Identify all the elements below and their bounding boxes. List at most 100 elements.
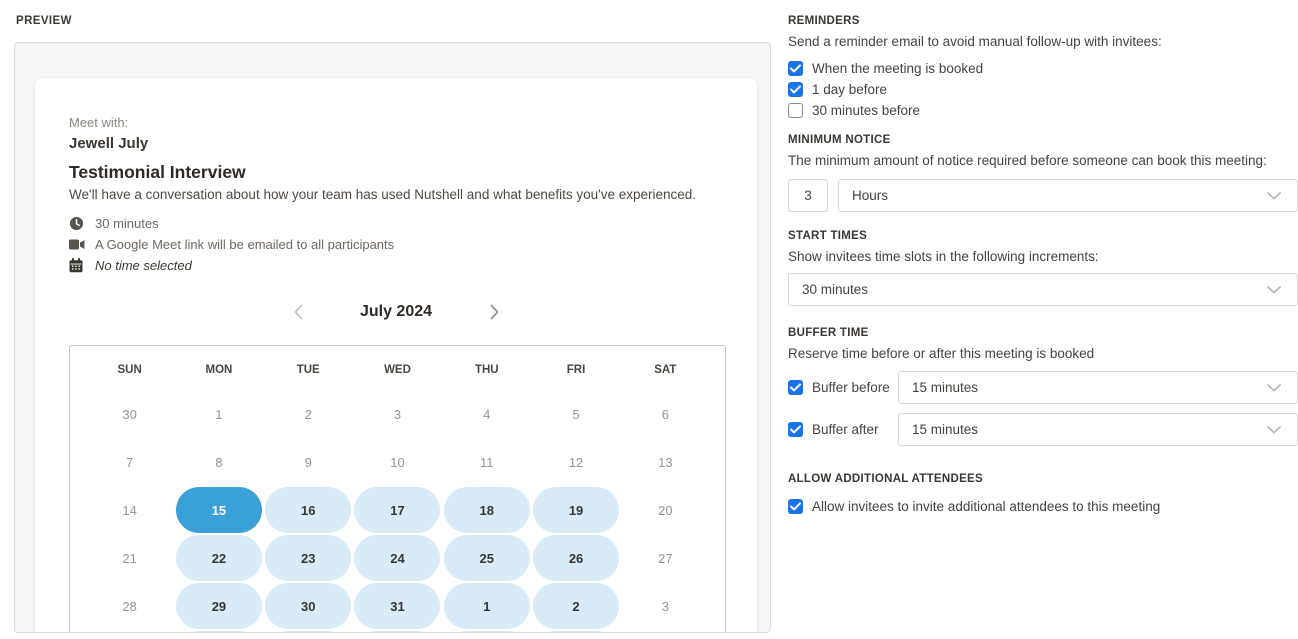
calendar-day: 20 — [658, 502, 673, 518]
reminder-option: 30 minutes before — [788, 102, 1298, 118]
calendar-day[interactable]: 26 — [533, 535, 620, 581]
meeting-meta-list: 30 minutes A Google Meet link will be em… — [69, 213, 723, 276]
calendar-day-cell: 10 — [353, 438, 442, 486]
calendar-day-cell: 12 — [531, 438, 620, 486]
time-selected-text: No time selected — [95, 258, 192, 273]
buffer-checkbox[interactable] — [788, 422, 803, 437]
calendar-day-cell: 6 — [621, 390, 710, 438]
chevron-down-icon — [1267, 422, 1281, 437]
calendar-day-cell: 17 — [353, 486, 442, 534]
start-times-title: START TIMES — [788, 230, 868, 242]
reminder-checkbox[interactable] — [788, 60, 803, 76]
prev-month-button[interactable] — [290, 302, 306, 322]
calendar-day[interactable]: 2 — [533, 583, 620, 629]
calendar-day[interactable]: 18 — [443, 487, 530, 533]
calendar-day-cell: 8 — [442, 630, 531, 632]
calendar-day[interactable]: 25 — [443, 535, 530, 581]
calendar-day-cell: 14 — [85, 486, 174, 534]
calendar-day-cell: 3 — [353, 390, 442, 438]
calendar-day-cell: 4 — [85, 630, 174, 632]
calendar-day-header: FRI — [566, 364, 586, 376]
meeting-location-row: A Google Meet link will be emailed to al… — [69, 234, 723, 255]
calendar-day: 21 — [122, 550, 137, 566]
calendar-day-cell: 5 — [174, 630, 263, 632]
calendar-day-header: THU — [474, 364, 499, 376]
next-month-button[interactable] — [486, 302, 502, 322]
calendar-day[interactable]: 17 — [354, 487, 441, 533]
minimum-notice-value-input[interactable]: 3 — [788, 179, 828, 212]
calendar-day-cell: 9 — [264, 438, 353, 486]
calendar-day: 13 — [658, 454, 673, 470]
additional-attendees-label: Allow invitees to invite additional atte… — [812, 498, 1161, 514]
check-icon — [790, 383, 801, 392]
calendar-day: 1 — [215, 406, 223, 422]
calendar-day-cell: 2 — [531, 582, 620, 630]
calendar-day-cell: 18 — [442, 486, 531, 534]
start-times-select[interactable]: 30 minutes — [788, 273, 1298, 306]
video-camera-icon — [69, 239, 86, 250]
calendar-day[interactable]: 30 — [265, 583, 352, 629]
calendar-day: 11 — [480, 454, 494, 470]
reminder-option-label: 30 minutes before — [812, 102, 921, 118]
calendar-day-cell: 20 — [621, 486, 710, 534]
calendar-day[interactable]: 24 — [354, 535, 441, 581]
calendar-day-cell: 30 — [264, 582, 353, 630]
calendar-day-cell: 19 — [531, 486, 620, 534]
calendar-day: 28 — [122, 598, 137, 614]
additional-attendees-checkbox[interactable] — [788, 498, 803, 514]
calendar-grid: SUN MON TUE WED THU FRI SAT 30 1 2 3 4 5 6 7 8 9 10 11 12 1… — [69, 345, 726, 632]
buffer-label: Buffer before — [812, 380, 890, 395]
calendar-day[interactable]: 16 — [265, 487, 352, 533]
calendar-day-cell: 29 — [174, 582, 263, 630]
minimum-notice-unit-select[interactable]: Hours — [838, 179, 1298, 212]
reminder-checkbox[interactable] — [788, 102, 803, 118]
calendar-day: 2 — [304, 406, 312, 422]
calendar-week-row: 14 15 16 17 18 19 20 — [85, 486, 710, 534]
calendar-day[interactable]: 5 — [175, 631, 262, 632]
minimum-notice-description: The minimum amount of notice required be… — [788, 153, 1267, 168]
calendar-day-cell: 5 — [531, 390, 620, 438]
calendar-week-row: 21 22 23 24 25 26 27 — [85, 534, 710, 582]
calendar-week-row: 30 1 2 3 4 5 6 — [85, 390, 710, 438]
buffer-time-title: BUFFER TIME — [788, 327, 869, 339]
minimum-notice-title: MINIMUM NOTICE — [788, 134, 891, 146]
clock-icon — [69, 216, 86, 231]
calendar-day-selected[interactable]: 15 — [175, 487, 262, 533]
reminders-title: REMINDERS — [788, 15, 860, 27]
calendar-day: 4 — [87, 631, 173, 632]
minimum-notice-controls: 3 Hours — [788, 179, 1298, 212]
buffer-duration-select[interactable]: 15 minutes — [898, 413, 1298, 446]
calendar-day[interactable]: 1 — [443, 583, 530, 629]
preview-label: PREVIEW — [16, 15, 72, 27]
calendar-day[interactable]: 31 — [354, 583, 441, 629]
calendar-day[interactable]: 8 — [443, 631, 530, 632]
start-times-description: Show invitees time slots in the followin… — [788, 249, 1099, 264]
calendar-day[interactable]: 29 — [175, 583, 262, 629]
calendar-day[interactable]: 7 — [354, 631, 441, 632]
calendar-day[interactable]: 9 — [533, 631, 620, 632]
start-times-value: 30 minutes — [802, 282, 869, 297]
buffer-checkbox[interactable] — [788, 380, 803, 395]
minimum-notice-unit-value: Hours — [852, 188, 889, 203]
calendar-day-cell: 4 — [442, 390, 531, 438]
calendar-day: 3 — [393, 406, 402, 422]
additional-attendees-option: Allow invitees to invite additional atte… — [788, 498, 1298, 514]
check-icon — [790, 425, 801, 434]
calendar-day-cell: 6 — [264, 630, 353, 632]
buffer-duration-select[interactable]: 15 minutes — [898, 371, 1298, 404]
calendar-day[interactable]: 22 — [175, 535, 262, 581]
calendar-day[interactable]: 19 — [533, 487, 620, 533]
calendar-day-cell: 13 — [621, 438, 710, 486]
reminder-checkbox[interactable] — [788, 81, 803, 97]
calendar-day[interactable]: 23 — [265, 535, 352, 581]
chevron-left-icon — [294, 304, 302, 320]
calendar-day: 10 — [390, 454, 405, 470]
calendar-day-cell: 11 — [442, 438, 531, 486]
reminders-description: Send a reminder email to avoid manual fo… — [788, 34, 1162, 49]
calendar-day[interactable]: 6 — [265, 631, 352, 632]
calendar-icon — [69, 258, 86, 273]
meeting-description: We'll have a conversation about how your… — [69, 187, 697, 202]
chevron-down-icon — [1267, 380, 1281, 395]
calendar-weeks: 30 1 2 3 4 5 6 7 8 9 10 11 12 13 14 15 16 17 18 19 20 21 22 23 2… — [85, 390, 710, 632]
